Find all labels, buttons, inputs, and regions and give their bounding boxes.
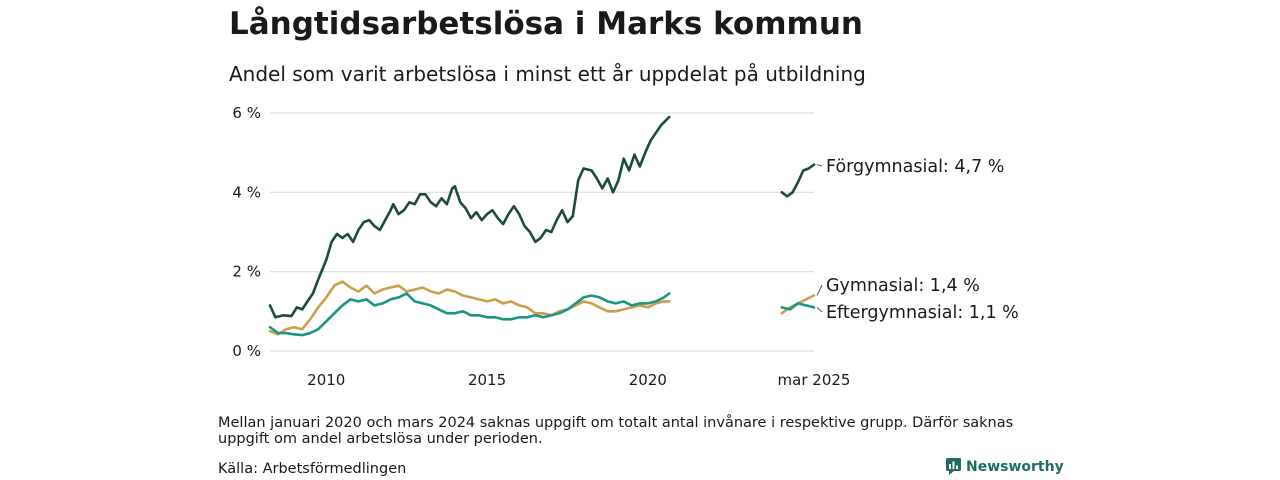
y-tick-label: 6 % (232, 104, 261, 122)
grid (270, 112, 814, 352)
series-end-label: Gymnasial: 1,4 % (826, 276, 980, 296)
series-förgymnasial (268, 115, 816, 319)
series-end-label: Eftergymnasial: 1,1 % (826, 303, 1019, 323)
label-leader-line (816, 306, 823, 313)
newsworthy-logo-icon (946, 458, 961, 475)
y-tick-label: 4 % (232, 183, 261, 201)
footnote: Mellan januari 2020 och mars 2024 saknas… (218, 415, 1014, 447)
source-text: Källa: Arbetsförmedlingen (218, 461, 407, 477)
x-tick-label: 2010 (307, 371, 345, 389)
series-line-segment (268, 292, 671, 337)
series-lines (268, 115, 816, 337)
series-line-segment (780, 302, 816, 311)
x-tick-label: mar 2025 (778, 371, 851, 389)
x-tick-label: 2015 (468, 371, 506, 389)
y-tick-label: 2 % (232, 263, 261, 281)
y-axis: 0 % 2 % 4 % 6 % (232, 104, 261, 360)
series-line-segment (268, 115, 671, 319)
series-gymnasial (268, 280, 816, 336)
label-leader-line (816, 284, 823, 296)
newsworthy-logo[interactable]: Newsworthy (946, 458, 1064, 475)
series-line-segment (268, 280, 671, 336)
brand-name: Newsworthy (966, 458, 1064, 475)
label-leader-line (816, 164, 823, 167)
x-tick-label: 2020 (629, 371, 667, 389)
series-end-label: Förgymnasial: 4,7 % (826, 157, 1004, 177)
series-line-segment (780, 163, 816, 198)
series-eftergymnasial (268, 292, 816, 337)
chart-title: Långtidsarbetslösa i Marks kommun (229, 6, 863, 42)
line-chart: 0 % 2 % 4 % 6 % 2010 2015 2020 mar 2025 Förgym… (232, 104, 1019, 389)
y-tick-label: 0 % (232, 342, 261, 360)
series-labels: Förgymnasial: 4,7 % Gymnasial: 1,4 % Efter… (816, 157, 1019, 323)
chart-subtitle: Andel som varit arbetslösa i minst ett å… (229, 62, 866, 86)
x-axis: 2010 2015 2020 mar 2025 (307, 371, 850, 389)
